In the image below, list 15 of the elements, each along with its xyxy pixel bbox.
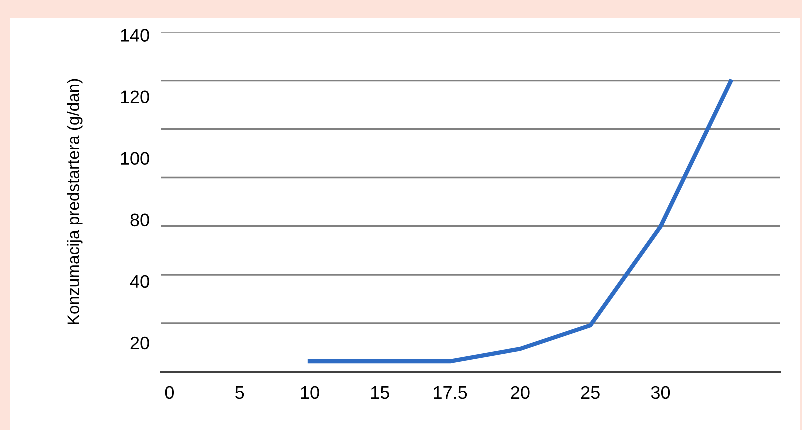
text: 120: [121, 90, 150, 104]
x-tick-label: 10: [301, 386, 320, 400]
text: Konzumacija predstartera (g/dan): [67, 79, 83, 324]
x-tick-label: 25: [581, 386, 600, 400]
x-tick-label: 15: [371, 386, 390, 400]
text: 80: [130, 214, 150, 227]
x-tick-label: 0: [165, 386, 174, 400]
x-tick-label: 5: [236, 386, 244, 400]
x-tick-label: 20: [511, 386, 530, 400]
text: 20: [130, 336, 150, 350]
text: 100: [121, 152, 150, 166]
x-tick-label: 30: [651, 386, 670, 400]
x-tick-label: 17.5: [434, 386, 468, 400]
text: 40: [130, 275, 150, 288]
text: 140: [121, 29, 150, 42]
